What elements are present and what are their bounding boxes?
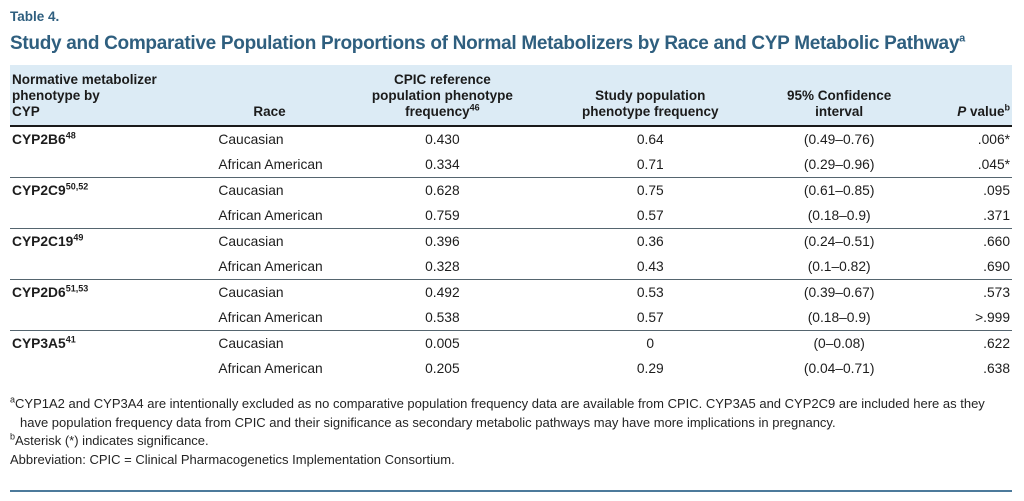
table-row: CYP2C950,52 Caucasian 0.628 0.75 (0.61–0.85)…	[10, 177, 1012, 203]
cell-race: African American	[218, 361, 323, 376]
cell-race: Caucasian	[214, 330, 325, 356]
cell-p: .006*	[977, 132, 1010, 147]
cell-ci: (0.61–0.85)	[740, 177, 938, 203]
cell-pathway: CYP2C1949	[10, 228, 215, 254]
table-row: African American 0.334 0.71 (0.29–0.96) .045…	[10, 152, 1012, 178]
column-header-pathway: Normative metabolizer phenotype by CYP	[10, 65, 215, 127]
table-row: African American 0.538 0.57 (0.18–0.9) >.999	[10, 305, 1012, 331]
cell-cpic: 0.328	[425, 259, 460, 274]
data-table: Normative metabolizer phenotype by CYP Race…	[10, 65, 1012, 381]
cell-cpic: 0.492	[324, 279, 561, 305]
bottom-rule	[10, 490, 1012, 492]
cell-cpic: 0.759	[425, 208, 460, 223]
cell-p: .660	[937, 228, 1012, 254]
cell-pathway	[10, 305, 214, 331]
cell-ci: (0–0.08)	[740, 330, 938, 356]
cell-ci: (0.18–0.9)	[807, 310, 871, 325]
cell-p: .622	[937, 330, 1012, 356]
cell-cpic: 0.538	[425, 310, 460, 325]
column-header-ci: 95% Confidence interval	[740, 65, 938, 127]
cell-ci: (0.04–0.71)	[803, 361, 875, 376]
cell-race: Caucasian	[214, 279, 325, 305]
cell-cpic: 0.430	[425, 132, 460, 147]
table-title-text: Study and Comparative Population Proport…	[10, 33, 960, 54]
column-header-study: Study population phenotype frequency	[560, 65, 741, 127]
table-row: CYP2C1949 Caucasian 0.396 0.36 (0.24–0.51) .6…	[10, 228, 1012, 254]
cell-study: 0.57	[636, 208, 664, 223]
cell-study: 0.53	[560, 279, 741, 305]
cell-ci: (0.29–0.96)	[803, 157, 875, 172]
cell-pathway	[10, 203, 214, 229]
cell-pathway: CYP3A541	[10, 330, 215, 356]
cell-p: .573	[937, 279, 1012, 305]
cell-pathway: CYP2D651,53	[10, 279, 215, 305]
table-title: Study and Comparative Population Proport…	[10, 32, 1012, 56]
table-title-footnote-marker: a	[959, 32, 965, 45]
column-header-pvalue: P valueb	[937, 65, 1012, 127]
cell-p: .045*	[977, 157, 1010, 172]
cell-cpic: 0.205	[425, 361, 460, 376]
cell-p: .095	[937, 177, 1012, 203]
cell-pathway	[10, 356, 214, 381]
cell-p: .371	[983, 208, 1010, 223]
cell-race: Caucasian	[218, 132, 284, 147]
cell-pathway	[10, 152, 214, 178]
cell-study: 0.36	[560, 228, 741, 254]
table-row: African American 0.205 0.29 (0.04–0.71) .638	[10, 356, 1012, 381]
table-row: CYP2D651,53 Caucasian 0.492 0.53 (0.39–0.67)…	[10, 279, 1012, 305]
cell-p: .638	[983, 361, 1010, 376]
cell-pathway	[10, 254, 214, 280]
cell-cpic: 0.005	[324, 330, 561, 356]
cell-study: 0.57	[636, 310, 664, 325]
table-row: African American 0.759 0.57 (0.18–0.9) .371	[10, 203, 1012, 229]
cell-race: Caucasian	[214, 228, 325, 254]
cell-p: >.999	[975, 310, 1010, 325]
cell-study: 0.64	[636, 132, 664, 147]
cell-ci: (0.24–0.51)	[740, 228, 938, 254]
cell-cpic: 0.334	[425, 157, 460, 172]
table-footnotes: aCYP1A2 and CYP3A4 are intentionally exc…	[10, 395, 1012, 469]
cell-cpic: 0.628	[324, 177, 561, 203]
cell-ci: (0.18–0.9)	[807, 208, 871, 223]
cell-cpic: 0.396	[324, 228, 561, 254]
cell-race: African American	[218, 157, 323, 172]
cell-p: .690	[983, 259, 1010, 274]
cell-study: 0	[560, 330, 741, 356]
cell-study: 0.71	[636, 157, 664, 172]
cell-race: African American	[218, 208, 323, 223]
cell-study: 0.43	[636, 259, 664, 274]
cell-race: African American	[218, 310, 323, 325]
table-row: CYP2B648 Caucasian 0.430 0.64 (0.49–0.76) .00…	[10, 126, 1012, 152]
table-header-row: Normative metabolizer phenotype by CYP Race…	[10, 65, 1012, 127]
cell-study: 0.75	[560, 177, 741, 203]
cell-ci: (0.39–0.67)	[740, 279, 938, 305]
cell-pathway: CYP2B648	[12, 130, 76, 147]
footnote: bAsterisk (*) indicates significance.	[10, 431, 209, 448]
column-header-cpic: CPIC reference population phenotype freque…	[324, 65, 561, 127]
cell-ci: (0.1–0.82)	[807, 259, 871, 274]
footnote: Abbreviation: CPIC = Clinical Pharmacoge…	[10, 451, 455, 467]
cell-study: 0.29	[636, 361, 664, 376]
table-number-label: Table 4.	[10, 9, 60, 24]
column-header-race: Race	[214, 65, 325, 127]
cell-race: Caucasian	[214, 177, 325, 203]
cell-pathway: CYP2C950,52	[10, 177, 215, 203]
cell-ci: (0.49–0.76)	[803, 132, 875, 147]
footnote: aCYP1A2 and CYP3A4 are intentionally exc…	[10, 394, 985, 430]
table-row: CYP3A541 Caucasian 0.005 0 (0–0.08) .622	[10, 330, 1012, 356]
table-row: African American 0.328 0.43 (0.1–0.82) .690	[10, 254, 1012, 280]
cell-race: African American	[218, 259, 323, 274]
